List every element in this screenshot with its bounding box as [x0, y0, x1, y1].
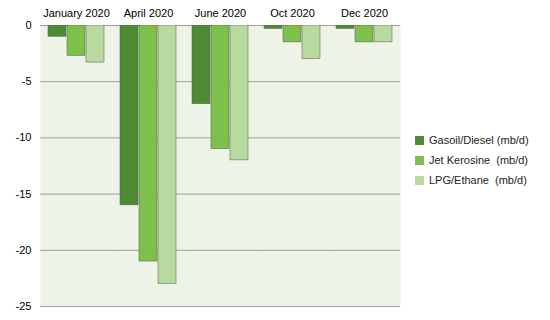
svg-text:0: 0	[25, 19, 31, 31]
html-text:LPG/Ethane (mb/d): LPG/Ethane (mb/d)	[429, 174, 527, 186]
html-text:Jet Kerosine (mb/d): Jet Kerosine (mb/d)	[429, 154, 528, 166]
svg-text:Dec 2020: Dec 2020	[341, 6, 388, 18]
svg-text:-15: -15	[16, 187, 32, 199]
svg-text:Oct 2020: Oct 2020	[270, 6, 315, 18]
html-text:Gasoil/Diesel (mb/d): Gasoil/Diesel (mb/d)	[429, 134, 529, 146]
svg-text:-5: -5	[22, 75, 32, 87]
svg-text:-20: -20	[16, 243, 32, 255]
svg-text:January 2020: January 2020	[43, 6, 110, 18]
svg-text:-10: -10	[16, 131, 32, 143]
svg-text:-25: -25	[16, 300, 32, 312]
svg-text:June 2020: June 2020	[195, 6, 246, 18]
svg-text:April 2020: April 2020	[124, 6, 174, 18]
